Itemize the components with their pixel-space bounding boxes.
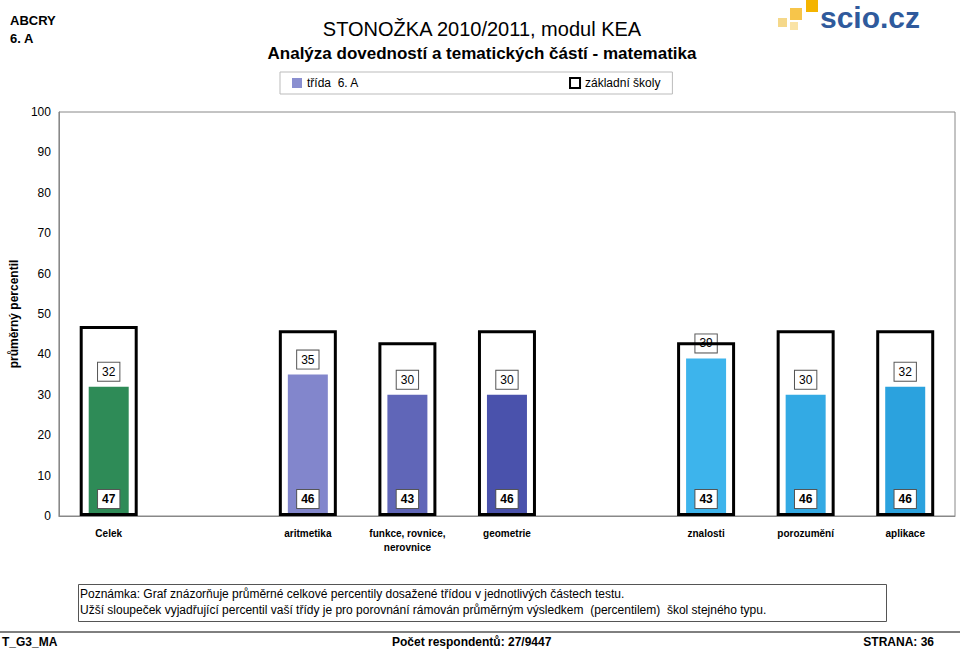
svg-text:scio.cz: scio.cz — [820, 1, 920, 34]
svg-text:funkce, rovnice,: funkce, rovnice, — [369, 528, 445, 539]
svg-text:nerovnice: nerovnice — [384, 542, 432, 553]
svg-text:10: 10 — [38, 469, 52, 483]
svg-text:47: 47 — [102, 492, 116, 506]
svg-text:20: 20 — [38, 428, 52, 442]
svg-text:ABCRY: ABCRY — [10, 13, 56, 28]
svg-text:základní školy: základní školy — [585, 76, 660, 90]
svg-text:80: 80 — [38, 186, 52, 200]
svg-text:průměrný percentil: průměrný percentil — [7, 260, 21, 369]
svg-text:T_G3_MA: T_G3_MA — [2, 635, 58, 649]
svg-text:STONOŽKA 2010/2011, modul KEA: STONOŽKA 2010/2011, modul KEA — [323, 18, 642, 40]
svg-text:60: 60 — [38, 267, 52, 281]
svg-text:Počet respondentů: 27/9447: Počet respondentů: 27/9447 — [392, 635, 552, 649]
svg-text:Analýza dovedností a tematický: Analýza dovedností a tematických částí -… — [268, 44, 697, 63]
svg-text:aritmetika: aritmetika — [284, 528, 332, 539]
svg-text:30: 30 — [38, 388, 52, 402]
svg-text:porozumění: porozumění — [777, 528, 835, 539]
svg-text:geometrie: geometrie — [483, 528, 531, 539]
svg-text:50: 50 — [38, 307, 52, 321]
svg-text:6. A: 6. A — [10, 31, 34, 46]
svg-text:Celek: Celek — [95, 528, 122, 539]
svg-text:Poznámka: Graf znázorňuje prům: Poznámka: Graf znázorňuje průměrné celko… — [80, 587, 624, 601]
svg-text:0: 0 — [44, 509, 51, 523]
svg-text:40: 40 — [38, 347, 52, 361]
svg-text:STRANA: 36: STRANA: 36 — [863, 635, 934, 649]
svg-text:znalosti: znalosti — [687, 528, 724, 539]
svg-text:46: 46 — [301, 492, 315, 506]
svg-text:100: 100 — [31, 105, 51, 119]
svg-text:43: 43 — [401, 492, 415, 506]
svg-text:90: 90 — [38, 145, 52, 159]
svg-text:46: 46 — [899, 492, 913, 506]
svg-text:46: 46 — [799, 492, 813, 506]
svg-text:46: 46 — [500, 492, 514, 506]
svg-text:Užší sloupeček vyjadřující per: Užší sloupeček vyjadřující percentil vaš… — [80, 603, 766, 617]
svg-text:třída 6. A: třída 6. A — [307, 76, 358, 90]
svg-text:43: 43 — [699, 492, 713, 506]
svg-text:70: 70 — [38, 226, 52, 240]
svg-text:aplikace: aplikace — [885, 528, 925, 539]
